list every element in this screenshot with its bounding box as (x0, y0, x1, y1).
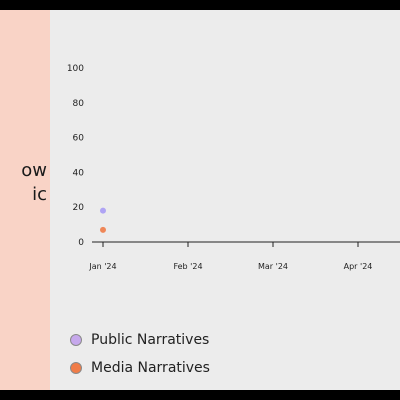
legend-swatch-public (70, 334, 82, 346)
legend-label-media: Media Narratives (91, 360, 210, 376)
x-tick-label: Feb '24 (173, 262, 202, 271)
chart-frame: ow ic 0 20 40 60 80 100 Jan '24 Feb '24 Mar '24 A… (0, 10, 400, 390)
x-tick-label: Apr '24 (344, 262, 373, 271)
x-tick-label: Jan '24 (88, 262, 116, 271)
data-point (100, 227, 106, 233)
y-tick-label: 40 (73, 168, 85, 178)
y-tick-label: 100 (67, 64, 84, 74)
y-tick-label: 60 (73, 134, 85, 144)
y-tick-label: 80 (73, 99, 85, 109)
legend-label-public: Public Narratives (91, 332, 209, 348)
y-tick-label: 20 (73, 203, 85, 213)
data-point (100, 208, 106, 214)
y-tick-label: 0 (78, 238, 84, 248)
legend-swatch-media (70, 362, 82, 374)
legend-item-public[interactable]: Public Narratives (70, 326, 210, 354)
x-tick-label: Mar '24 (258, 262, 288, 271)
legend-item-media[interactable]: Media Narratives (70, 354, 210, 382)
legend: Public Narratives Media Narratives (70, 326, 210, 382)
